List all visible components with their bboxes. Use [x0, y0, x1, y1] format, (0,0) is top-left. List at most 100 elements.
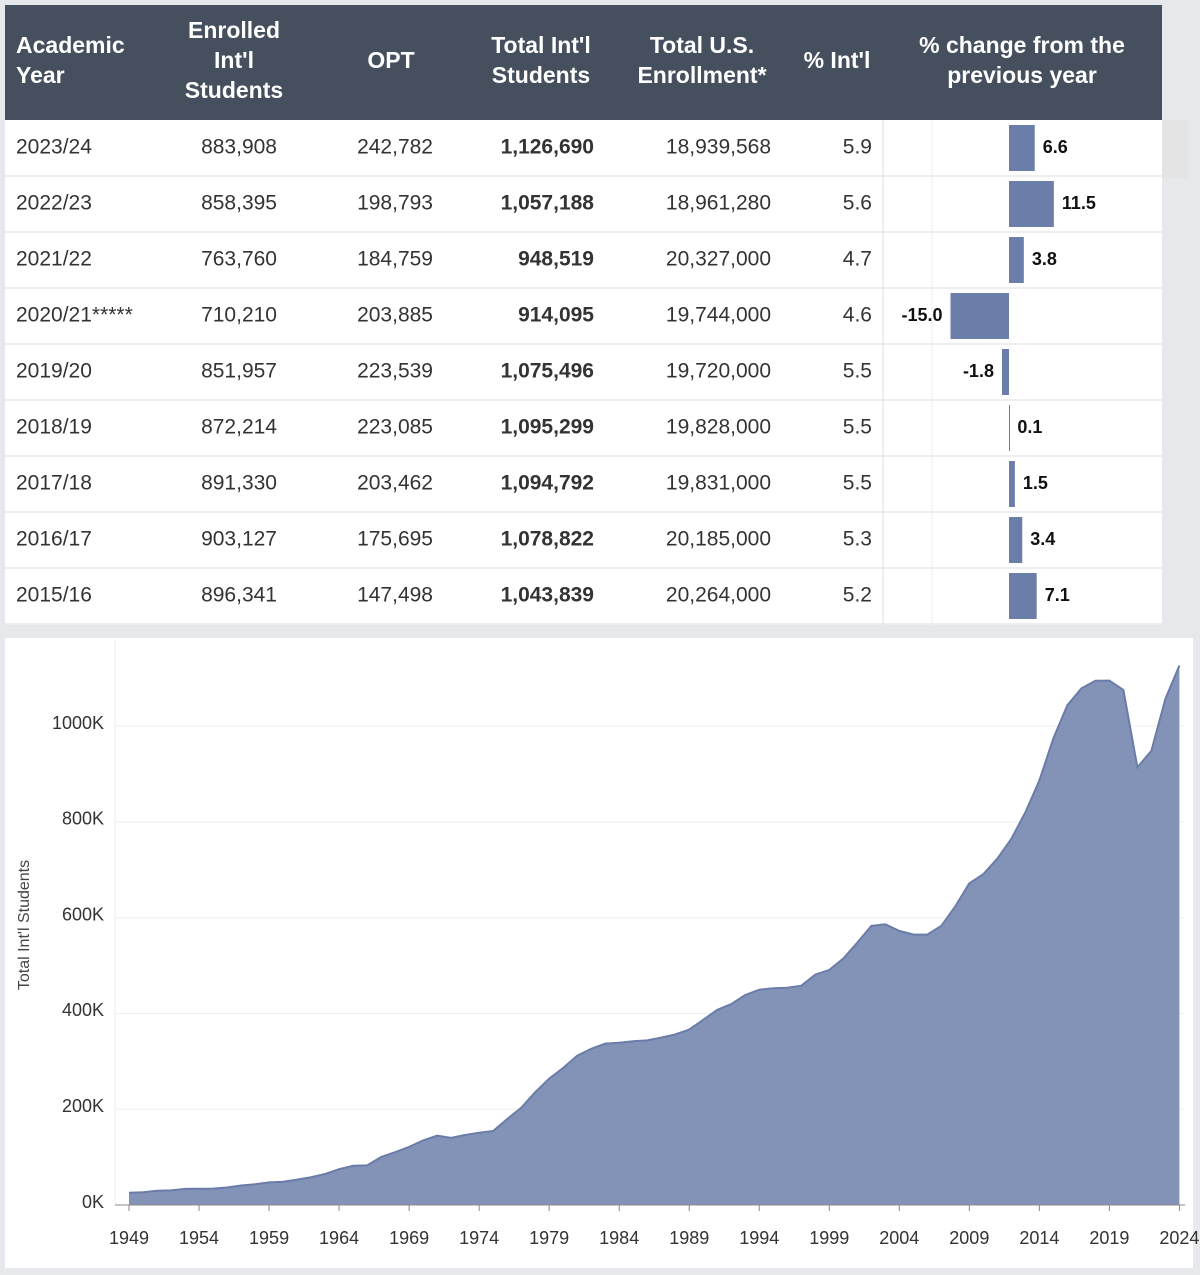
table-cell: 175,695: [357, 528, 433, 551]
table-cell: 2022/23: [16, 192, 92, 215]
table-cell: 2023/24: [16, 136, 92, 159]
x-tick-label: 1949: [109, 1228, 149, 1248]
y-tick-label: 800K: [62, 809, 104, 829]
table-cell: 5.3: [843, 528, 872, 551]
x-tick-label: 1994: [739, 1228, 779, 1248]
table-cell: 891,330: [201, 472, 277, 495]
area-line: [128, 665, 1181, 1194]
column-header: Year: [16, 62, 65, 88]
y-tick-label: 600K: [62, 904, 104, 924]
table-cell: 223,539: [357, 360, 433, 383]
table-cell: 914,095: [518, 304, 594, 327]
table-cell: 1,057,188: [501, 192, 595, 215]
x-tick-label: 1959: [249, 1228, 289, 1248]
table-cell: 19,720,000: [666, 360, 771, 383]
table-cell: 147,498: [357, 584, 433, 607]
y-tick-label: 200K: [62, 1096, 104, 1116]
table-cell: 883,908: [201, 136, 277, 159]
table-cell: 5.5: [843, 416, 872, 439]
x-tick-label: 1979: [529, 1228, 569, 1248]
area: [129, 665, 1180, 1205]
table-cell: 20,264,000: [666, 584, 771, 607]
column-header: Academic: [16, 32, 125, 58]
column-header: Enrolled: [188, 17, 280, 43]
table-cell: 5.6: [843, 192, 872, 215]
x-tick-label: 1954: [179, 1228, 219, 1248]
x-tick-label: 2009: [949, 1228, 989, 1248]
x-tick-label: 1969: [389, 1228, 429, 1248]
x-tick-label: 2019: [1089, 1228, 1129, 1248]
table-cell: 18,939,568: [666, 136, 771, 159]
table-cell: 1,095,299: [501, 416, 594, 439]
table-cell: 19,831,000: [666, 472, 771, 495]
change-label: 3.4: [1030, 529, 1055, 549]
change-label: -15.0: [901, 305, 942, 325]
table-cell: 1,075,496: [501, 360, 594, 383]
table-cell: 203,462: [357, 472, 433, 495]
change-bar: [1009, 125, 1035, 171]
column-header: % change from the: [919, 32, 1125, 58]
column-header: Enrollment*: [637, 62, 766, 88]
table-cell: 2016/17: [16, 528, 92, 551]
table-cell: 4.6: [843, 304, 872, 327]
table-cell: 2020/21*****: [16, 304, 133, 327]
change-bar: [1001, 349, 1009, 395]
table-cell: 2021/22: [16, 248, 92, 271]
table-cell: 710,210: [201, 304, 277, 327]
table-cell: 858,395: [201, 192, 277, 215]
table-cell: 5.9: [843, 136, 872, 159]
change-label: -1.8: [963, 361, 994, 381]
column-header: Int'l: [214, 47, 254, 73]
x-tick-label: 2024: [1159, 1228, 1199, 1248]
table-cell: 2018/19: [16, 416, 92, 439]
table-cell: 763,760: [201, 248, 277, 271]
column-header: Total U.S.: [650, 32, 754, 58]
column-header: Students: [185, 77, 283, 103]
x-tick-label: 2014: [1019, 1228, 1059, 1248]
change-bar: [1009, 237, 1024, 283]
change-bar: [950, 293, 1009, 339]
table-cell: 2015/16: [16, 584, 92, 607]
table-cell: 242,782: [357, 136, 433, 159]
table-cell: 948,519: [518, 248, 594, 271]
change-bar: [1009, 461, 1015, 507]
table-cell: 1,078,822: [501, 528, 594, 551]
table-cell: 4.7: [843, 248, 872, 271]
table-cell: 5.2: [843, 584, 872, 607]
table-cell: 851,957: [201, 360, 277, 383]
table-cell: 198,793: [357, 192, 433, 215]
column-header: previous year: [947, 62, 1097, 88]
table-cell: 20,327,000: [666, 248, 771, 271]
y-tick-label: 400K: [62, 1000, 104, 1020]
column-header: OPT: [367, 47, 414, 73]
table-cell: 5.5: [843, 360, 872, 383]
x-tick-label: 1999: [809, 1228, 849, 1248]
change-label: 11.5: [1062, 193, 1096, 213]
column-header: % Int'l: [804, 47, 871, 73]
column-header: Students: [492, 62, 590, 88]
table-cell: 1,126,690: [501, 136, 594, 159]
table-cell: 20,185,000: [666, 528, 771, 551]
scrollbar: [1162, 120, 1188, 178]
x-tick-label: 1974: [459, 1228, 499, 1248]
table-header: [5, 5, 1162, 120]
table-cell: 1,043,839: [501, 584, 594, 607]
table-cell: 203,885: [357, 304, 433, 327]
table-cell: 896,341: [201, 584, 277, 607]
table-cell: 872,214: [201, 416, 277, 439]
table-cell: 2019/20: [16, 360, 92, 383]
x-tick-label: 1989: [669, 1228, 709, 1248]
table-cell: 184,759: [357, 248, 433, 271]
x-tick-label: 1984: [599, 1228, 639, 1248]
change-label: 6.6: [1043, 137, 1068, 157]
table-cell: 223,085: [357, 416, 433, 439]
table-cell: 5.5: [843, 472, 872, 495]
table-cell: 18,961,280: [666, 192, 771, 215]
column-header: Total Int'l: [491, 32, 591, 58]
x-tick-label: 1964: [319, 1228, 359, 1248]
change-bar: [1009, 517, 1023, 563]
y-tick-label: 0K: [82, 1192, 104, 1212]
table-cell: 2017/18: [16, 472, 92, 495]
table-cell: 19,744,000: [666, 304, 771, 327]
